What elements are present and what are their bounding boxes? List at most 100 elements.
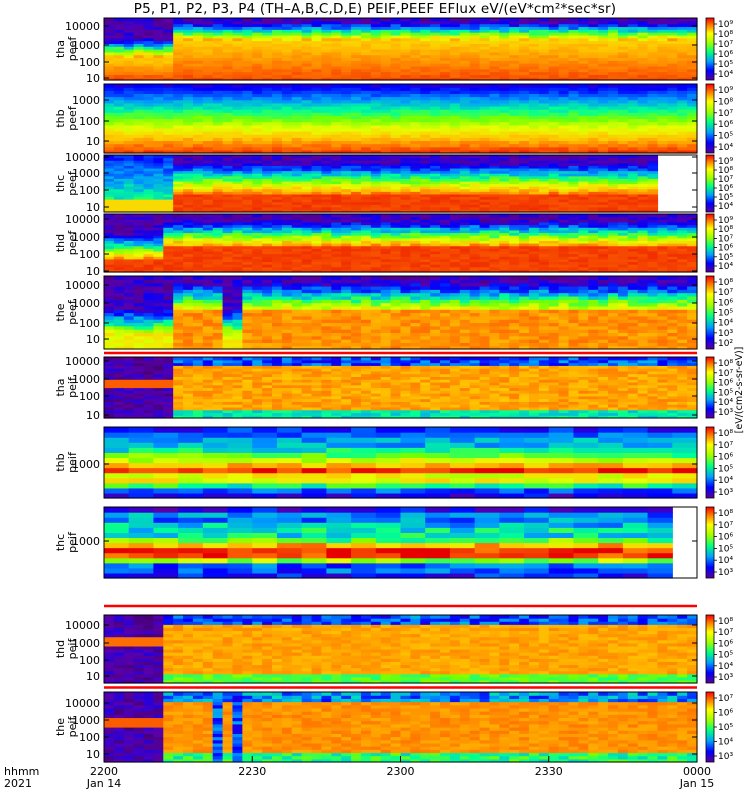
panel-frame xyxy=(103,614,698,684)
y-tick-label: 100 xyxy=(79,317,100,330)
y-tick-label: 10 xyxy=(86,135,100,148)
colorbar-tick-label: 10⁵ xyxy=(718,309,733,319)
colorbar-gradient xyxy=(705,426,715,499)
y-tick-label: 10 xyxy=(86,201,100,214)
y-axis-label: peif xyxy=(66,716,79,738)
y-axis-label: the xyxy=(54,718,67,736)
y-axis-label: thc xyxy=(54,175,67,192)
y-axis-label: thb xyxy=(54,453,67,471)
colorbar-tick-label: 10³ xyxy=(718,752,733,762)
colorbar-tick-label: 10⁶ xyxy=(718,533,733,543)
colorbar-tick-label: 10⁴ xyxy=(718,319,733,329)
y-tick-label: 10000 xyxy=(65,151,100,164)
colorbar-tick-label: 10⁷ xyxy=(718,40,733,50)
colorbar-tick-label: 10⁶ xyxy=(718,639,733,649)
y-tick-label: 10000 xyxy=(65,619,100,632)
colorbar-tick-label: 10⁸ xyxy=(718,359,733,369)
colorbar-gradient xyxy=(705,691,715,763)
colorbar-tick-label: 10⁴ xyxy=(718,398,733,408)
colorbar-tick-label: 10⁴ xyxy=(718,262,733,272)
colorbar-tick-label: 10⁷ xyxy=(718,175,733,185)
chart-title: P5, P1, P2, P3, P4 (TH–A,B,C,D,E) PEIF,P… xyxy=(133,1,617,17)
colorbar-tick-label: 10⁵ xyxy=(718,464,733,474)
y-tick-label: 10000 xyxy=(65,697,100,710)
x-tick-date-label: Jan 14 xyxy=(86,777,121,790)
colorbar-tick-label: 10⁷ xyxy=(718,521,733,531)
colorbar-gradient xyxy=(705,614,715,684)
colorbar-tick-label: 10⁷ xyxy=(718,694,733,704)
y-axis-label: tha xyxy=(54,40,67,58)
colorbar-tick-label: 10⁴ xyxy=(718,70,733,80)
y-tick-label: 10 xyxy=(86,409,100,422)
colorbar-tick-label: 10⁸ xyxy=(718,30,733,40)
colorbar-tick-label: 10⁶ xyxy=(718,298,733,308)
colorbar-the-peif: 10³ 10⁴ 10⁵ 10⁶ 10⁷ xyxy=(705,691,733,763)
colorbar-gradient xyxy=(705,275,715,350)
colorbar-tick-label: 10³ xyxy=(718,673,733,683)
colorbar-tick-label: 10⁹ xyxy=(718,216,733,226)
time-axis-label: hhmm xyxy=(4,765,39,778)
colorbar-unit-label: [eV/(cm2-s-sr-eV)] xyxy=(734,347,745,434)
y-axis-label: peif xyxy=(66,531,79,553)
colorbar-tick-label: 10⁹ xyxy=(718,157,733,167)
y-axis-label: thd xyxy=(54,234,67,252)
panel-the-peef: 10 100 1000 10000 the peef 10²10³10⁴10⁵10⁶10⁷1… xyxy=(54,275,733,350)
time-axis-year-label: 2021 xyxy=(4,777,32,790)
y-axis-label: peif xyxy=(66,376,79,398)
x-tick-label: 2300 xyxy=(387,765,415,778)
y-tick-label: 1000 xyxy=(72,39,100,52)
panel-frame xyxy=(103,506,698,579)
x-tick-label: 2330 xyxy=(535,765,563,778)
colorbar-tick-label: 10⁶ xyxy=(718,453,733,463)
panel-frame xyxy=(103,213,698,273)
colorbar-tick-label: 10⁸ xyxy=(718,509,733,519)
colorbar-tick-label: 10⁷ xyxy=(718,109,733,119)
y-tick-label: 10 xyxy=(86,72,100,85)
y-tick-label: 10 xyxy=(86,265,100,278)
colorbar-tick-label: 10⁷ xyxy=(718,441,733,451)
colorbar-tick-label: 10⁸ xyxy=(718,166,733,176)
colorbar-tick-label: 10⁸ xyxy=(718,225,733,235)
y-tick-label: 1000 xyxy=(72,714,100,727)
colorbar-tick-label: 10⁶ xyxy=(718,50,733,60)
colorbar-tick-label: 10⁴ xyxy=(718,476,733,486)
y-tick-label: 100 xyxy=(79,731,100,744)
y-axis-label: thc xyxy=(54,534,67,551)
colorbar-tick-label: 10² xyxy=(718,339,733,349)
y-tick-label: 10000 xyxy=(65,279,100,292)
panel-frame xyxy=(103,83,698,154)
y-tick-label: 1000 xyxy=(72,231,100,244)
y-tick-label: 1000 xyxy=(72,458,100,471)
colorbar-tick-label: 10⁶ xyxy=(718,709,733,719)
y-axis-label: the xyxy=(54,303,67,321)
y-axis-label: peef xyxy=(66,36,79,62)
y-tick-label: 10000 xyxy=(65,20,100,33)
y-tick-label: 100 xyxy=(79,56,100,69)
colorbar-tick-label: 10⁹ xyxy=(718,86,733,96)
colorbar-tick-label: 10³ xyxy=(718,329,733,339)
colorbar-tick-label: 10⁵ xyxy=(718,388,733,398)
colorbar-gradient xyxy=(705,356,715,419)
colorbar-tick-label: 10³ xyxy=(718,408,733,418)
colorbar-tick-label: 10⁴ xyxy=(718,662,733,672)
colorbar-tick-label: 10⁸ xyxy=(718,617,733,627)
colorbar-tick-label: 10⁷ xyxy=(718,288,733,298)
y-axis-label: peef xyxy=(66,105,79,131)
colorbar-gradient xyxy=(705,154,715,213)
colorbar-tick-label: 10⁷ xyxy=(718,628,733,638)
y-tick-label: 100 xyxy=(79,654,100,667)
y-axis-label: peif xyxy=(66,638,79,660)
y-axis-label: thd xyxy=(54,640,67,658)
y-tick-label: 100 xyxy=(79,390,100,403)
y-tick-label: 1000 xyxy=(72,297,100,310)
colorbar-gradient xyxy=(705,506,715,579)
